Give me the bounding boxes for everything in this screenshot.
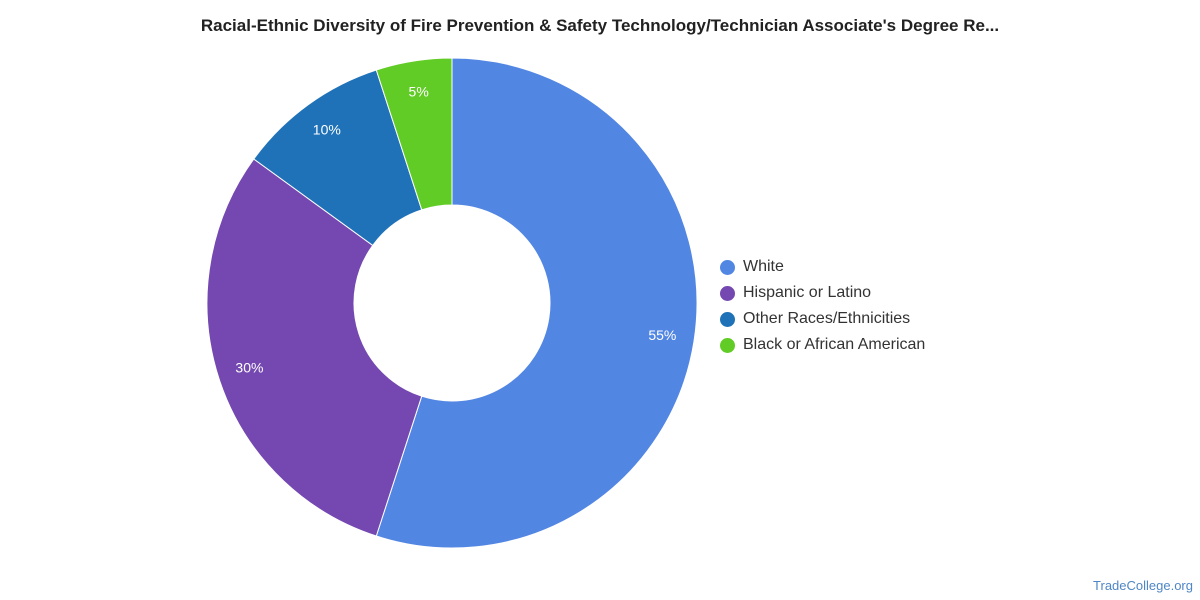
legend-swatch-hispanic-or-latino: [720, 285, 735, 301]
legend-swatch-white: [720, 259, 735, 275]
slice-label-hispanic-or-latino: 30%: [235, 360, 263, 376]
chart-title: Racial-Ethnic Diversity of Fire Preventi…: [200, 16, 1000, 35]
legend-label-other-races: Other Races/Ethnicities: [743, 310, 911, 327]
slice-label-other-races-ethnicities: 10%: [313, 121, 341, 137]
chart-legend: White Hispanic or Latino Other Races/Eth…: [720, 254, 925, 358]
slice-black-or-african-american[interactable]: [375, 57, 453, 211]
legend-swatch-black-or-african-american: [720, 337, 735, 353]
chart-slices: [206, 57, 698, 549]
legend-label-black-or-african-american: Black or African American: [743, 336, 926, 353]
legend-label-white: White: [743, 258, 784, 275]
slice-label-white: 55%: [648, 327, 676, 343]
slice-label-black-or-african-american: 5%: [409, 83, 429, 99]
legend-item-black-or-african-american[interactable]: Black or African American: [720, 332, 925, 358]
slice-white[interactable]: [375, 57, 698, 549]
slice-labels: 55% 30% 10% 5%: [235, 83, 676, 375]
slice-hispanic-or-latino[interactable]: [206, 158, 423, 537]
legend-label-hispanic-or-latino: Hispanic or Latino: [743, 284, 872, 301]
legend-item-white[interactable]: White: [720, 254, 925, 280]
legend-item-other-races[interactable]: Other Races/Ethnicities: [720, 306, 925, 332]
legend-swatch-other-races: [720, 311, 735, 327]
source-link[interactable]: TradeCollege.org: [1093, 578, 1193, 593]
legend-item-hispanic-or-latino[interactable]: Hispanic or Latino: [720, 280, 925, 306]
